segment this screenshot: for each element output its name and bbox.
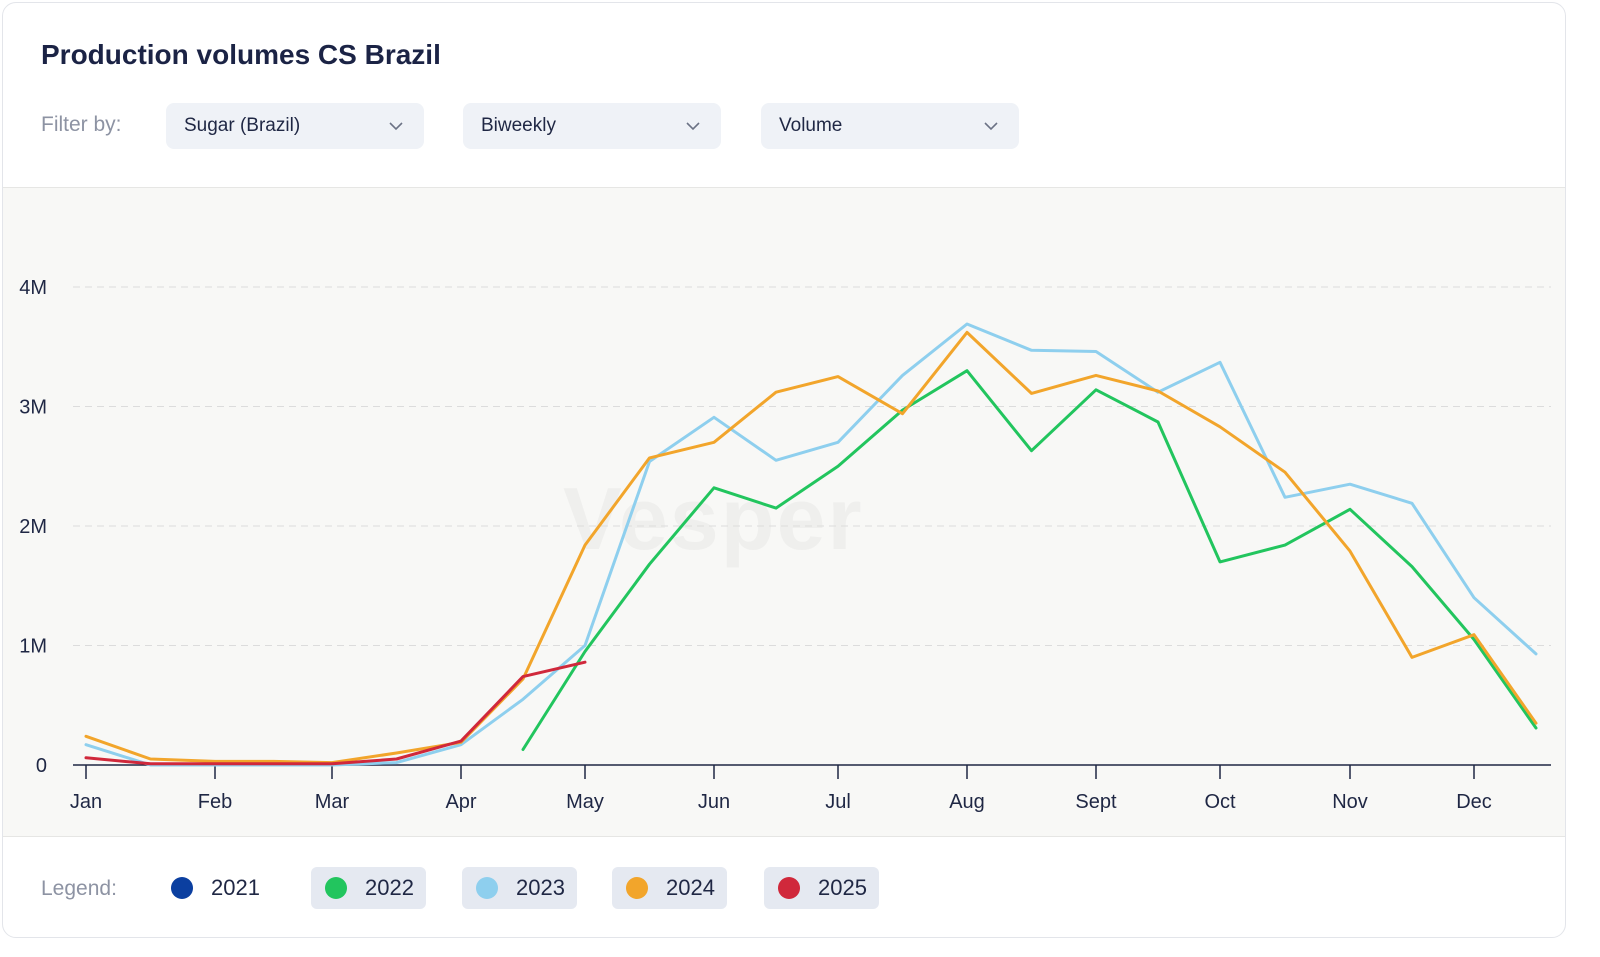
y-tick-label: 3M: [19, 397, 47, 419]
legend-item-label: 2024: [666, 875, 715, 900]
filter-label: Filter by:: [41, 113, 122, 136]
x-tick-label: Jan: [70, 791, 102, 813]
y-tick-label: 4M: [19, 277, 47, 299]
legend-item-label: 2025: [818, 875, 867, 900]
series-line-2025: [84, 660, 587, 766]
legend-item-label: 2022: [365, 875, 414, 900]
chevron-down-icon: [984, 122, 998, 131]
x-tick-label: Sept: [1075, 791, 1117, 813]
frequency-dropdown[interactable]: Biweekly: [463, 103, 721, 149]
product-dropdown[interactable]: Sugar (Brazil): [166, 103, 424, 149]
legend-item-label: 2023: [516, 875, 565, 900]
legend-dot: [171, 877, 193, 899]
frequency-dropdown-value: Biweekly: [481, 115, 556, 136]
chevron-down-icon: [389, 122, 403, 131]
x-tick-label: Apr: [445, 791, 476, 813]
x-tick-label: Jul: [825, 791, 851, 813]
legend-item-2025[interactable]: 2025: [764, 867, 879, 909]
x-tick-label: Aug: [949, 791, 985, 813]
series-line-2024: [84, 330, 1538, 765]
legend-item-label: 2021: [211, 875, 260, 900]
series-line-2022: [521, 369, 1538, 751]
x-tick-label: Feb: [198, 791, 232, 813]
series-line-2023: [84, 322, 1538, 767]
legend-dot: [325, 877, 347, 899]
legend-item-2024[interactable]: 2024: [612, 867, 727, 909]
x-tick-label: Nov: [1332, 791, 1368, 813]
y-tick-label: 0: [36, 755, 47, 777]
x-tick-label: Dec: [1456, 791, 1492, 813]
x-tick-label: May: [566, 791, 604, 813]
y-tick-label: 1M: [19, 636, 47, 658]
metric-dropdown-value: Volume: [779, 115, 843, 136]
legend-item-2023[interactable]: 2023: [462, 867, 577, 909]
line-chart: 0 1M 2M 3M 4M Jan Feb Mar Apr May Jun Jul Aug Sept Oct…: [19, 277, 1551, 813]
legend-label: Legend:: [41, 877, 117, 900]
x-tick-label: Jun: [698, 791, 730, 813]
x-tick-label: Oct: [1204, 791, 1236, 813]
legend-dot: [626, 877, 648, 899]
chart-card: Production volumes CS Brazil Filter by: …: [2, 2, 1566, 938]
y-tick-label: 2M: [19, 516, 47, 538]
x-tick-label: Mar: [315, 791, 350, 813]
plot-area: Vesper 0 1M 2M 3M 4M Jan Feb Mar Apr May Jun Jul Aug…: [3, 187, 1565, 837]
legend-item-2022[interactable]: 2022: [311, 867, 426, 909]
legend-dot: [778, 877, 800, 899]
chevron-down-icon: [686, 122, 700, 131]
legend-dot: [476, 877, 498, 899]
metric-dropdown[interactable]: Volume: [761, 103, 1019, 149]
product-dropdown-value: Sugar (Brazil): [184, 115, 301, 136]
legend-item-2021[interactable]: 2021: [157, 867, 272, 909]
chart-title: Production volumes CS Brazil: [41, 39, 441, 70]
